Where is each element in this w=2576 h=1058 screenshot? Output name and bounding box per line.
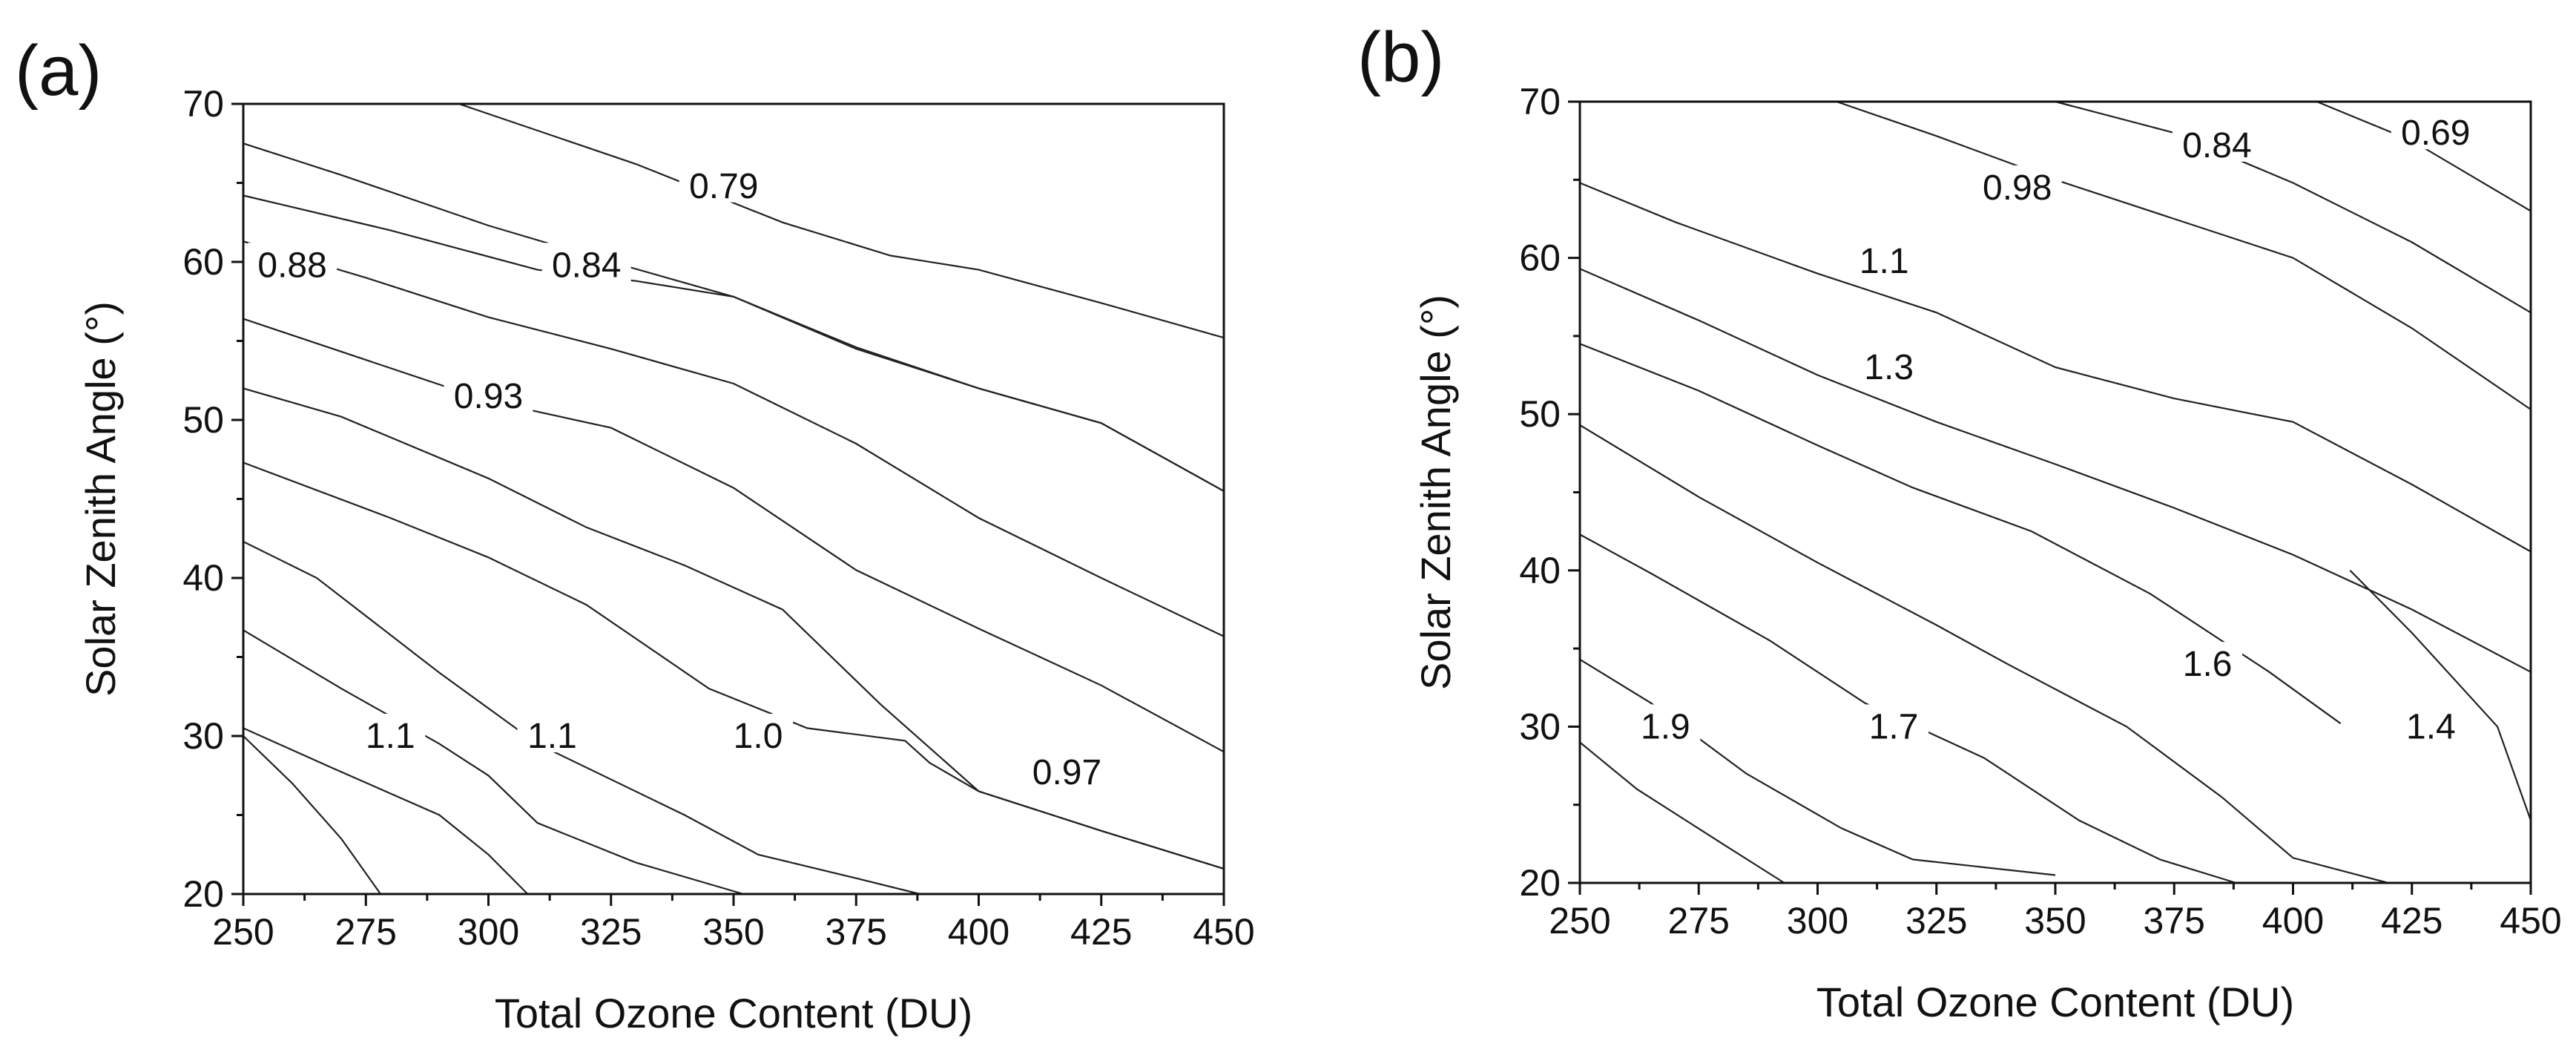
y-tick-label: 70 xyxy=(182,83,224,125)
contour-line-1.1-9 xyxy=(243,727,529,895)
contour-label-bg xyxy=(248,243,337,282)
panel-label: (b) xyxy=(1357,18,1444,97)
contour-line-1.1-8 xyxy=(243,629,744,896)
contour-label: 1.1 xyxy=(1859,242,1909,281)
contour-line-0.97-6 xyxy=(243,461,1225,870)
x-tick-label: 325 xyxy=(580,911,642,953)
contour-label-bg xyxy=(541,243,631,282)
contour-label-bg xyxy=(679,163,768,203)
contour-line-0.88-3 xyxy=(243,240,1225,637)
x-tick-label: 425 xyxy=(2381,900,2442,942)
contour-label: 1.1 xyxy=(366,717,415,756)
contour-label: 1.4 xyxy=(2406,707,2456,746)
contour-label: 0.98 xyxy=(1983,168,2052,208)
contour-line-1.0-7 xyxy=(243,541,920,896)
x-tick-label: 425 xyxy=(1070,911,1132,953)
x-tick-label: 275 xyxy=(1668,900,1730,942)
x-axis-title: Total Ozone Content (DU) xyxy=(1816,979,2294,1025)
x-tick-label: 250 xyxy=(1549,900,1610,942)
y-tick-label: 50 xyxy=(1519,393,1561,435)
contour-label: 0.79 xyxy=(689,167,758,206)
contour-line-0.79-0 xyxy=(458,102,1225,339)
contour-label: 1.0 xyxy=(734,717,783,756)
contour-line-0.98-2 xyxy=(1836,100,2531,410)
contour-label-bg xyxy=(1859,704,1929,743)
x-tick-label: 375 xyxy=(826,911,887,953)
contour-line-1.1-3 xyxy=(1579,182,2531,553)
contour-label: 1.7 xyxy=(1869,707,1919,746)
x-tick-label: 400 xyxy=(948,911,1009,953)
contour-label-bg xyxy=(1022,749,1112,789)
contour-label: 0.84 xyxy=(2182,126,2251,165)
contour-line-0.93-5 xyxy=(243,387,1225,870)
contour-label: 0.93 xyxy=(454,377,523,416)
contour-label: 0.88 xyxy=(257,246,326,285)
contour-label-bg xyxy=(723,714,794,752)
contour-line-1.9-9 xyxy=(1579,741,1785,884)
contour-label: 0.69 xyxy=(2401,114,2470,153)
x-tick-label: 400 xyxy=(2262,900,2324,942)
x-tick-label: 375 xyxy=(2144,900,2205,942)
y-tick-label: 40 xyxy=(1519,550,1561,591)
contour-line-unlabeled-10 xyxy=(243,735,381,895)
panel-a: 0.79 0.84 0.88 0.93 0.97 1.0 1.1 1.1 250 275 300 32… xyxy=(15,31,1255,1036)
y-tick-label: 50 xyxy=(182,399,224,441)
contour-label-bg xyxy=(2173,642,2243,681)
x-tick-label: 450 xyxy=(1193,911,1254,953)
plot-frame xyxy=(1578,100,2532,884)
x-tick-label: 325 xyxy=(1905,900,1967,942)
contour-label-bg xyxy=(1854,345,1924,384)
contour-label-bg xyxy=(444,374,533,413)
contour-label-bg xyxy=(355,714,426,752)
x-tick-label: 275 xyxy=(335,911,397,953)
contour-line-1.3-4 xyxy=(1579,268,2531,673)
y-tick-label: 30 xyxy=(1519,706,1561,747)
x-tick-label: 450 xyxy=(2500,900,2561,942)
y-tick-label: 60 xyxy=(1519,237,1561,279)
y-tick-label: 30 xyxy=(182,715,224,757)
contour-line-unlabeled-5 xyxy=(1579,343,2342,725)
x-tick-label: 300 xyxy=(1787,900,1848,942)
x-tick-label: 300 xyxy=(458,911,519,953)
contour-label-bg xyxy=(1972,165,2062,204)
contour-line-1.6-6 xyxy=(1579,424,2388,884)
y-tick-label: 20 xyxy=(1519,862,1561,904)
contour-line-0.84-1 xyxy=(2055,100,2531,314)
contour-label: 1.3 xyxy=(1864,348,1914,387)
contour-label: 1.6 xyxy=(2183,645,2233,684)
contour-label: 0.84 xyxy=(552,246,621,285)
panel-label: (a) xyxy=(15,31,102,111)
panel-b: 0.69 0.84 0.98 1.1 1.3 1.6 1.4 1.7 1.9 250 275 300 3… xyxy=(1357,18,2562,1025)
contour-label: 1.9 xyxy=(1641,707,1690,746)
x-axis-title: Total Ozone Content (DU) xyxy=(495,990,972,1036)
contour-label-bg xyxy=(517,714,587,752)
contour-line-1.7-8 xyxy=(1579,658,2056,876)
x-tick-label: 250 xyxy=(212,911,274,953)
contour-line-0.84-2 xyxy=(243,194,1225,492)
x-tick-label: 350 xyxy=(2024,900,2086,942)
y-axis-title: Solar Zenith Angle (°) xyxy=(1412,295,1459,690)
contour-label-bg xyxy=(1849,238,1920,277)
y-tick-label: 40 xyxy=(182,557,224,599)
contour-label-bg xyxy=(2172,122,2262,162)
y-tick-label: 20 xyxy=(182,873,224,915)
contour-label-bg xyxy=(1630,704,1701,743)
contour-label-bg xyxy=(2391,111,2480,150)
y-tick-label: 70 xyxy=(1519,81,1561,122)
contour-label-bg xyxy=(2396,704,2466,743)
contour-label: 0.97 xyxy=(1032,753,1101,792)
y-tick-label: 60 xyxy=(182,241,224,283)
y-axis-title: Solar Zenith Angle (°) xyxy=(77,301,124,697)
contour-line-unlabeled-4 xyxy=(243,318,1225,753)
x-tick-label: 350 xyxy=(702,911,764,953)
contour-label: 1.1 xyxy=(527,717,577,756)
contour-line-unlabeled-10 xyxy=(2349,570,2532,821)
